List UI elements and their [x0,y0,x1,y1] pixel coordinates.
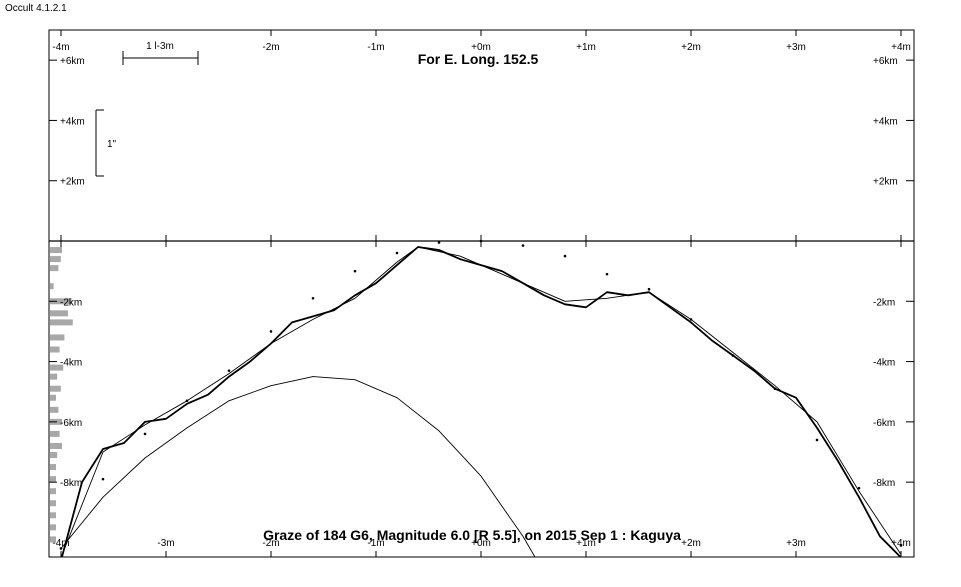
right-tick-label-4: -4km [873,358,895,369]
time-scale-label: 1 l-3m [146,41,174,52]
angle-scale-label: 1" [107,139,117,150]
top-tick-label-6: +3m [786,42,806,53]
histogram-bar-5 [50,310,68,317]
histogram-bar-17 [50,452,58,459]
right-tick-label-5: -6km [873,418,895,429]
histogram-bar-21 [50,500,56,507]
app-version: Occult 4.1.2.1 [5,3,67,14]
histogram-bar-15 [50,430,60,437]
bottom-tick-label-1: -3m [157,538,174,549]
histogram-bar-3 [50,283,54,290]
smoothed-line [60,246,902,557]
dotted-point-17 [773,387,777,391]
bottom-tick-label-3: -1m [367,538,384,549]
angle-scale-bar: 1" [95,109,117,177]
right-tick-label-1: +4km [873,116,898,127]
histogram-bar-1 [50,256,61,263]
dotted-point-11 [521,244,525,247]
left-tick-label-0: +6km [60,56,85,67]
left-tick-label-5: -6km [60,418,82,429]
dotted-point-8 [395,251,399,255]
histogram-bar-10 [50,373,58,380]
left-tick-label-4: -4km [60,358,82,369]
bottom-tick-label-7: +3m [786,538,806,549]
bottom-tick-label-2: -2m [262,538,279,549]
top-tick-label-4: +1m [576,42,596,53]
histogram-bar-7 [50,334,65,341]
histogram-bar-18 [50,464,56,471]
limb-arc-line [60,376,536,557]
bottom-tick-label-6: +2m [681,538,701,549]
dotted-point-6 [311,296,315,300]
right-tick-label-6: -8km [873,478,895,489]
chart-footer: Graze of 184 G6, Magnitude 6.0 [R 5.5], … [263,527,681,543]
dotted-point-3 [185,399,189,403]
histogram-bar-22 [50,512,56,519]
dotted-point-20 [899,544,903,547]
plot-frame [48,29,915,558]
dotted-point-15 [689,318,693,321]
dotted-point-1 [101,477,105,481]
dotted-point-4 [227,369,231,372]
histogram-bar-16 [50,442,62,449]
histogram-bar-2 [50,265,59,272]
dotted-point-14 [647,287,651,291]
right-tick-label-3: -2km [873,297,895,308]
histogram-bar-9 [50,364,64,371]
dotted-point-5 [269,330,273,333]
profile-line [61,246,902,557]
axis-ticks [49,30,914,557]
bottom-tick-label-0: -4m [52,538,69,549]
bottom-tick-label-4: +0m [471,538,491,549]
histogram [50,247,73,543]
histogram-bar-4 [50,298,72,305]
time-scale-bar: 1 l-3m [122,41,199,65]
histogram-bar-11 [50,385,61,392]
top-tick-label-3: +0m [471,42,491,53]
histogram-bar-24 [50,536,56,543]
bottom-tick-label-5: +1m [576,538,596,549]
dotted-point-10 [479,239,483,243]
dotted-point-16 [731,354,735,357]
dotted-point-2 [143,432,147,436]
right-tick-label-2: +2km [873,177,898,188]
histogram-bar-0 [50,247,62,254]
bottom-tick-label-8: +4m [891,538,911,549]
axis-labels: -4m -2m -1m +0m +1m +2m +3m +4m -4m -3m -2m -1m +0m +… [52,42,910,549]
dotted-point-18 [815,438,819,442]
top-tick-label-2: -1m [367,42,384,53]
series-layer [59,239,903,557]
left-tick-label-2: +2km [60,177,85,188]
chart-title: For E. Long. 152.5 [418,51,539,67]
dotted-point-12 [563,254,567,258]
top-tick-label-5: +2m [681,42,701,53]
histogram-bar-19 [50,476,56,483]
left-tick-label-1: +4km [60,116,85,127]
left-tick-label-3: -2km [60,297,82,308]
histogram-bar-8 [50,346,60,353]
histogram-bar-6 [50,319,73,326]
dotted-point-13 [605,272,609,276]
top-tick-label-0: -4m [52,42,69,53]
dotted-point-7 [353,269,357,273]
top-tick-label-1: -2m [262,42,279,53]
right-tick-label-0: +6km [873,56,898,67]
left-tick-label-6: -8km [60,478,82,489]
top-tick-label-7: +4m [891,42,911,53]
histogram-bar-23 [50,524,56,531]
dotted-point-19 [857,486,861,490]
histogram-bar-12 [50,394,56,401]
dotted-point-9 [437,241,441,244]
histogram-bar-20 [50,488,56,495]
histogram-bar-13 [50,406,59,413]
